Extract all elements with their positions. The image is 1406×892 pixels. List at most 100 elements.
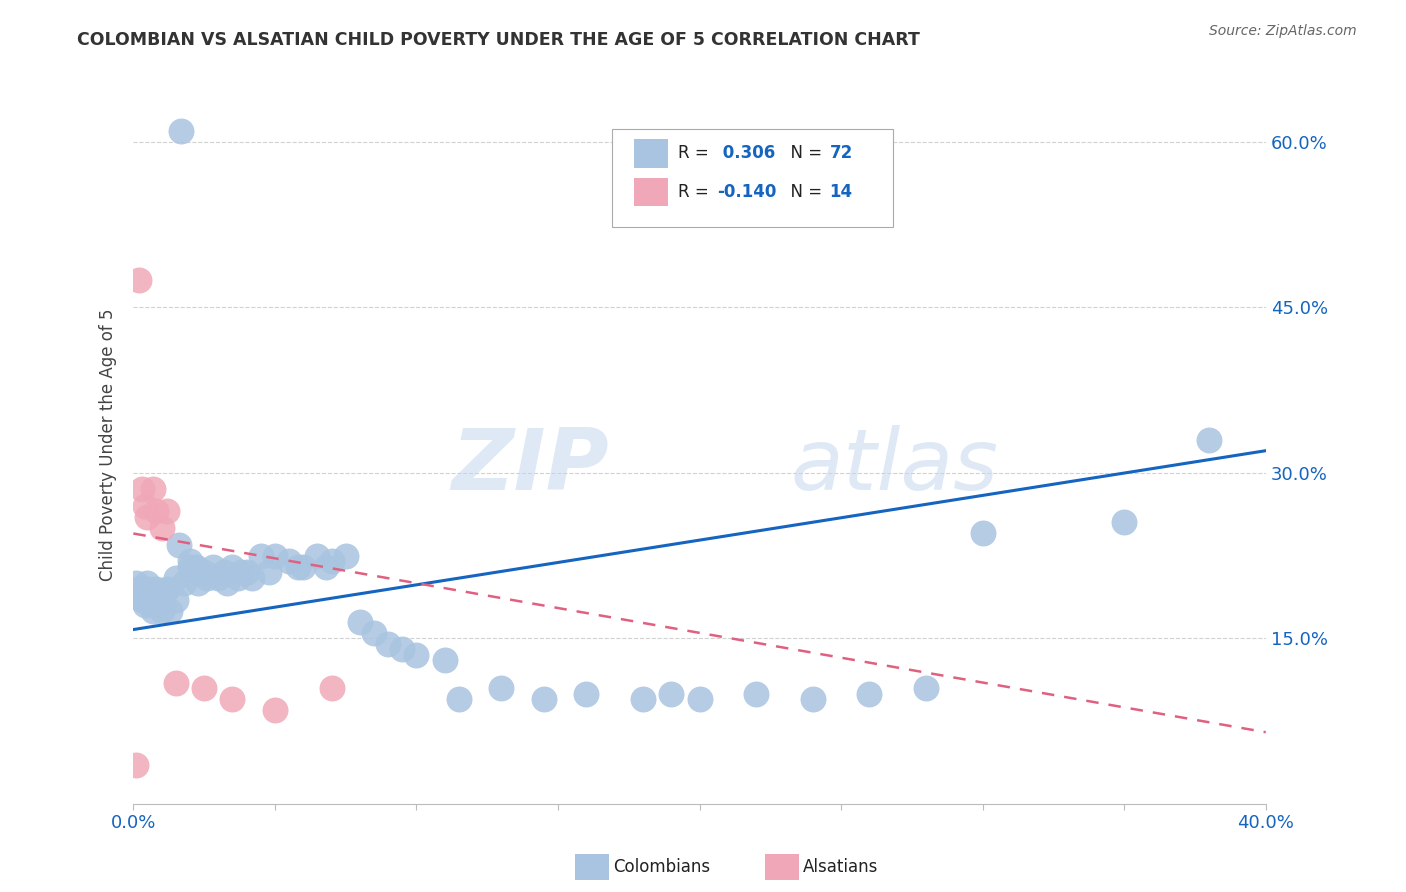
- Point: [226, 571, 249, 585]
- Point: [148, 587, 170, 601]
- Point: [533, 692, 555, 706]
- Point: [142, 604, 165, 618]
- Point: [125, 758, 148, 772]
- Point: [142, 599, 165, 613]
- Point: [433, 653, 456, 667]
- Point: [631, 692, 654, 706]
- Point: [131, 483, 153, 497]
- Text: Source: ZipAtlas.com: Source: ZipAtlas.com: [1209, 24, 1357, 38]
- Point: [201, 559, 224, 574]
- Point: [145, 582, 167, 596]
- Point: [195, 571, 218, 585]
- Text: -0.140: -0.140: [717, 183, 776, 201]
- Point: [156, 582, 179, 596]
- Point: [136, 510, 159, 524]
- Point: [145, 504, 167, 518]
- Point: [139, 587, 162, 601]
- Point: [575, 687, 598, 701]
- Text: 0.306: 0.306: [717, 145, 775, 162]
- Point: [128, 582, 150, 596]
- Point: [156, 504, 179, 518]
- Point: [315, 559, 337, 574]
- Point: [745, 687, 768, 701]
- Point: [321, 681, 343, 695]
- Point: [229, 565, 252, 579]
- Point: [131, 592, 153, 607]
- Text: 72: 72: [830, 145, 853, 162]
- Y-axis label: Child Poverty Under the Age of 5: Child Poverty Under the Age of 5: [100, 309, 117, 582]
- Point: [1198, 433, 1220, 447]
- Text: Alsatians: Alsatians: [803, 858, 879, 876]
- Point: [292, 559, 315, 574]
- Point: [159, 604, 181, 618]
- Point: [150, 604, 173, 618]
- Point: [257, 565, 280, 579]
- Point: [287, 559, 309, 574]
- Point: [363, 625, 385, 640]
- Point: [207, 571, 229, 585]
- Text: Colombians: Colombians: [613, 858, 710, 876]
- Point: [136, 582, 159, 596]
- Point: [221, 692, 243, 706]
- Text: 14: 14: [830, 183, 852, 201]
- Point: [173, 576, 195, 591]
- Point: [972, 526, 994, 541]
- Point: [335, 549, 357, 563]
- Point: [134, 599, 156, 613]
- Point: [801, 692, 824, 706]
- Point: [193, 681, 215, 695]
- Text: ZIP: ZIP: [451, 425, 609, 508]
- Point: [165, 675, 187, 690]
- Point: [447, 692, 470, 706]
- Point: [221, 559, 243, 574]
- Point: [405, 648, 427, 662]
- Point: [915, 681, 938, 695]
- Text: N =: N =: [780, 145, 828, 162]
- Point: [145, 592, 167, 607]
- Point: [377, 637, 399, 651]
- Point: [179, 559, 201, 574]
- Point: [278, 554, 301, 568]
- Point: [1114, 516, 1136, 530]
- Point: [307, 549, 329, 563]
- Point: [240, 571, 263, 585]
- Point: [249, 549, 271, 563]
- Point: [125, 576, 148, 591]
- Point: [212, 565, 235, 579]
- Point: [134, 592, 156, 607]
- Point: [187, 576, 209, 591]
- Text: atlas: atlas: [790, 425, 998, 508]
- Point: [131, 587, 153, 601]
- Point: [349, 615, 371, 629]
- Point: [321, 554, 343, 568]
- Text: COLOMBIAN VS ALSATIAN CHILD POVERTY UNDER THE AGE OF 5 CORRELATION CHART: COLOMBIAN VS ALSATIAN CHILD POVERTY UNDE…: [77, 31, 920, 49]
- Point: [148, 599, 170, 613]
- Point: [264, 703, 287, 717]
- Text: R =: R =: [678, 145, 714, 162]
- Point: [128, 272, 150, 286]
- Point: [142, 483, 165, 497]
- Text: R =: R =: [678, 183, 714, 201]
- Point: [136, 576, 159, 591]
- Point: [170, 123, 193, 137]
- Point: [150, 592, 173, 607]
- Point: [139, 592, 162, 607]
- Point: [215, 576, 238, 591]
- Point: [689, 692, 711, 706]
- Point: [391, 642, 413, 657]
- Point: [264, 549, 287, 563]
- Point: [150, 521, 173, 535]
- Point: [165, 592, 187, 607]
- Point: [491, 681, 513, 695]
- Point: [235, 565, 257, 579]
- Point: [179, 554, 201, 568]
- Point: [193, 565, 215, 579]
- Text: N =: N =: [780, 183, 828, 201]
- Point: [659, 687, 682, 701]
- Point: [128, 582, 150, 596]
- Point: [858, 687, 880, 701]
- Point: [134, 499, 156, 513]
- Point: [153, 587, 176, 601]
- Point: [167, 537, 190, 551]
- Point: [184, 559, 207, 574]
